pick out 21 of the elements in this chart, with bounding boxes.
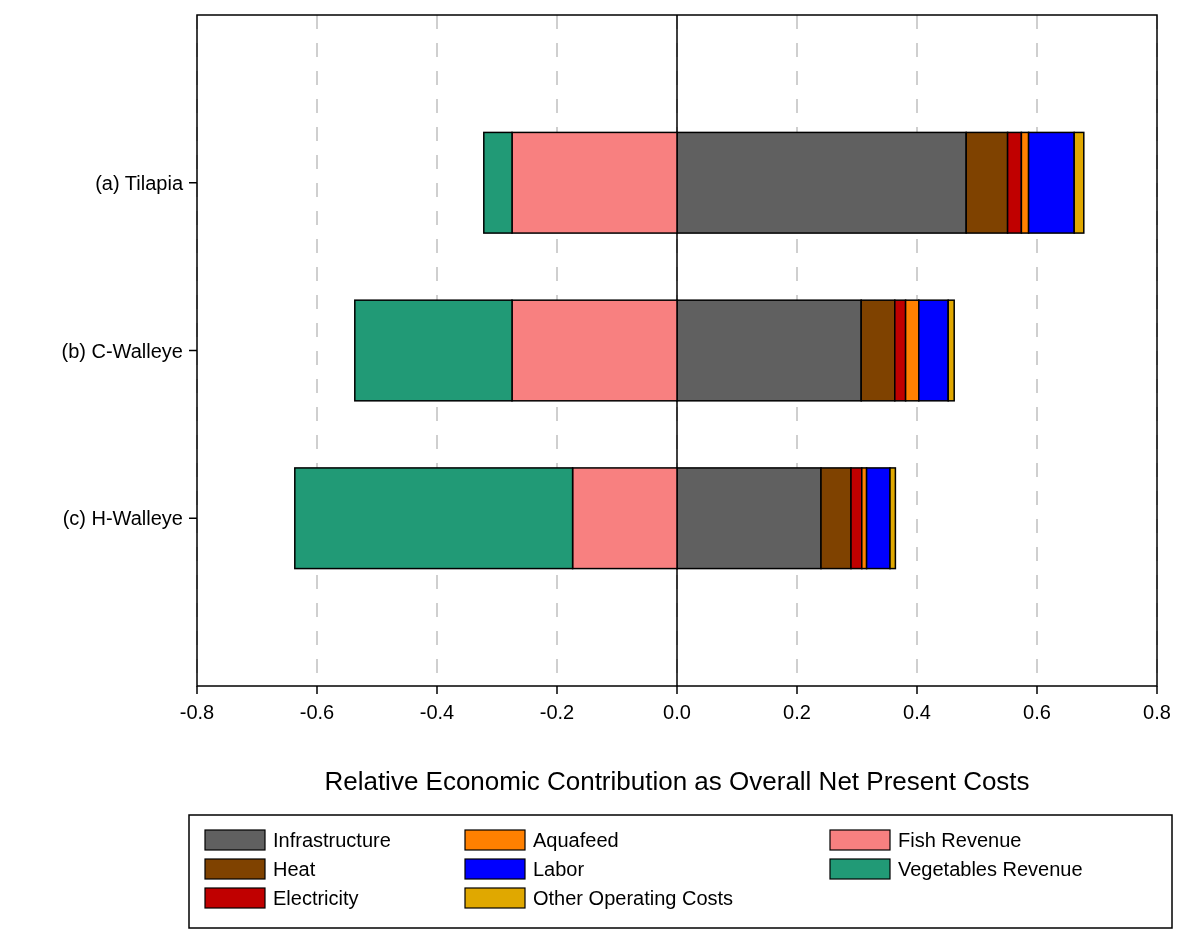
- legend-label: Other Operating Costs: [533, 887, 734, 909]
- x-tick-label: -0.4: [419, 701, 455, 723]
- x-tick-label: 0.0: [663, 701, 691, 723]
- x-tick-label: -0.8: [179, 701, 215, 723]
- y-tick-label: (b) C-Walleye: [61, 339, 183, 362]
- y-tick-label: (c) H-Walleye: [62, 507, 183, 530]
- x-tick-label: -0.2: [539, 701, 575, 723]
- legend-label: Heat: [273, 858, 316, 880]
- x-tick-label: 0.6: [1023, 701, 1051, 723]
- legend-label: Fish Revenue: [898, 829, 1022, 851]
- legend-label: Infrastructure: [273, 829, 391, 851]
- x-tick-label: -0.6: [299, 701, 335, 723]
- y-tick-label: (a) Tilapia: [95, 171, 184, 194]
- legend-label: Aquafeed: [533, 829, 619, 851]
- x-tick-label: 0.2: [783, 701, 811, 723]
- x-axis-title: Relative Economic Contribution as Overall Net Present Costs: [324, 766, 1030, 796]
- legend-label: Vegetables Revenue: [898, 858, 1083, 880]
- legend-label: Labor: [533, 858, 585, 880]
- x-tick-label: 0.4: [903, 701, 931, 723]
- x-tick-label: 0.8: [1143, 701, 1171, 723]
- legend-label: Electricity: [273, 887, 359, 909]
